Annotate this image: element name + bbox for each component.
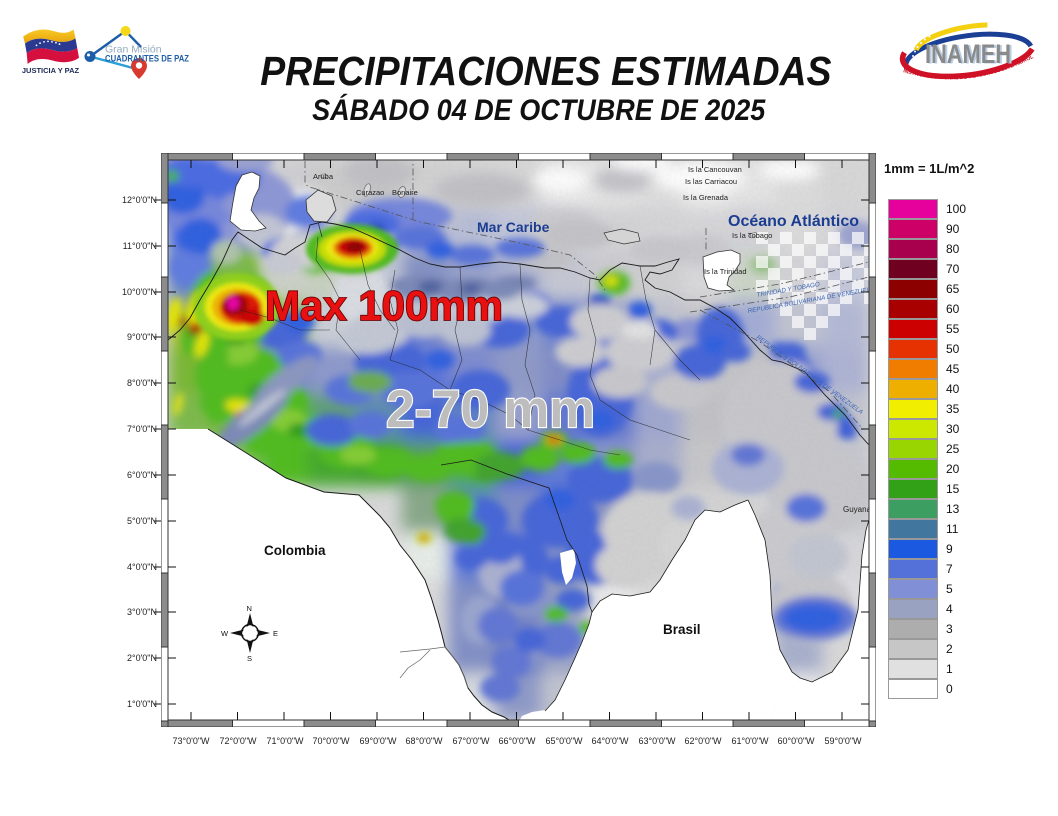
svg-text:Aruba: Aruba [313,172,334,181]
svg-text:Is la Tobago: Is la Tobago [732,231,772,240]
svg-text:Is la Grenada: Is la Grenada [683,193,729,202]
svg-text:CUADRANTES DE PAZ: CUADRANTES DE PAZ [105,54,189,64]
svg-text:2-70 mm: 2-70 mm [386,380,595,439]
svg-text:INAMEH: INAMEH [927,40,1013,70]
svg-text:INAMEH: INAMEH [925,39,1011,69]
svg-text:Brasil: Brasil [663,622,701,637]
svg-text:Is la Trinidad: Is la Trinidad [704,267,747,276]
svg-text:Gran Misión: Gran Misión [105,44,162,56]
svg-text:Océano Atlántico: Océano Atlántico [728,213,859,230]
svg-text:W: W [221,629,229,638]
svg-text:Is la Cancouvan: Is la Cancouvan [688,165,742,174]
svg-text:Colombia: Colombia [264,543,326,558]
svg-text:S: S [247,654,252,663]
svg-text:N: N [247,604,252,613]
svg-text:Curazao: Curazao [356,188,384,197]
svg-text:Max 100mm: Max 100mm [265,282,503,329]
svg-text:Guyana: Guyana [843,505,872,514]
svg-text:Mar Caribe: Mar Caribe [477,219,550,235]
svg-text:E: E [273,629,278,638]
svg-text:Bonaire: Bonaire [392,188,418,197]
svg-text:Is las Carriacou: Is las Carriacou [685,177,737,186]
